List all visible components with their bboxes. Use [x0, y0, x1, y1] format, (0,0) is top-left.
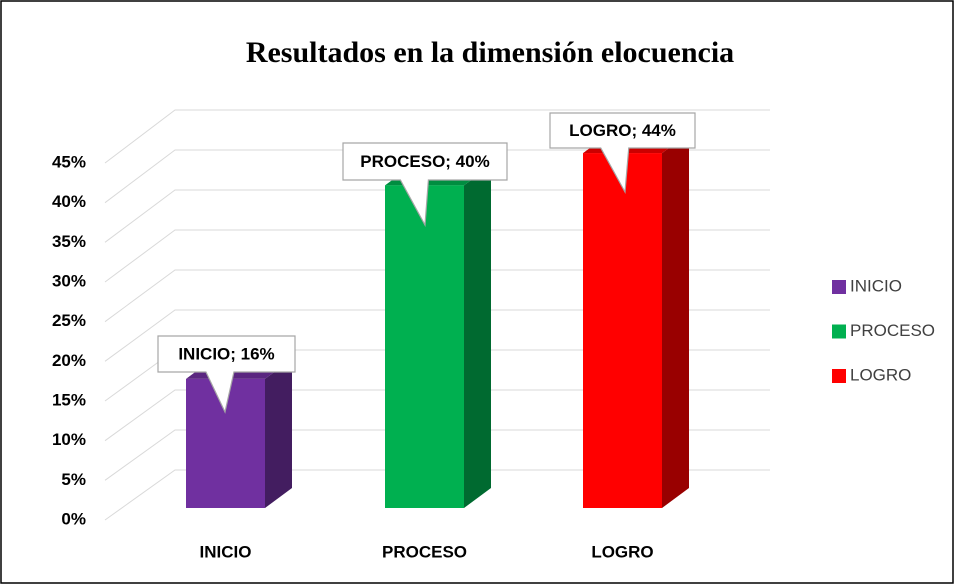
bar-side	[662, 133, 689, 509]
callout	[157, 335, 296, 414]
grid-line	[104, 189, 770, 243]
grid-line	[104, 109, 770, 164]
grid-line	[104, 149, 770, 204]
callout	[342, 142, 508, 228]
y-tick-label: 10%	[52, 430, 86, 449]
y-tick-label: 45%	[52, 152, 86, 171]
data-label: INICIO; 16%	[178, 344, 274, 363]
legend-label: LOGRO	[850, 365, 911, 384]
x-tick-label: PROCESO	[382, 542, 467, 561]
callout	[549, 112, 696, 195]
legend-label: PROCESO	[850, 321, 935, 340]
y-tick-label: 15%	[52, 390, 86, 409]
chart-title: Resultados en la dimensión elocuencia	[246, 36, 734, 69]
y-tick-label: 40%	[52, 192, 86, 211]
grid-line	[104, 269, 770, 323]
data-label: PROCESO; 40%	[360, 152, 489, 171]
grid-line	[104, 469, 770, 521]
y-tick-label: 35%	[52, 232, 86, 251]
grid-line	[104, 389, 770, 442]
y-tick-label: 0%	[61, 509, 86, 528]
y-tick-label: 30%	[52, 271, 86, 290]
y-tick-label: 5%	[61, 470, 86, 489]
bar-side	[464, 165, 491, 509]
y-tick-label: 20%	[52, 351, 86, 370]
bar	[583, 153, 662, 509]
legend-swatch	[832, 280, 846, 294]
data-label: LOGRO; 44%	[569, 121, 676, 140]
grid-line	[104, 229, 770, 283]
grid-line	[104, 309, 770, 362]
legend-swatch	[832, 324, 846, 339]
grid-line	[104, 429, 770, 481]
x-tick-label: LOGRO	[591, 542, 653, 561]
legend-label: INICIO	[850, 276, 902, 295]
x-tick-label: INICIO	[200, 542, 252, 561]
y-tick-label: 25%	[52, 311, 86, 330]
bar	[385, 185, 464, 509]
bar-side	[265, 358, 292, 508]
legend-swatch	[832, 369, 846, 383]
